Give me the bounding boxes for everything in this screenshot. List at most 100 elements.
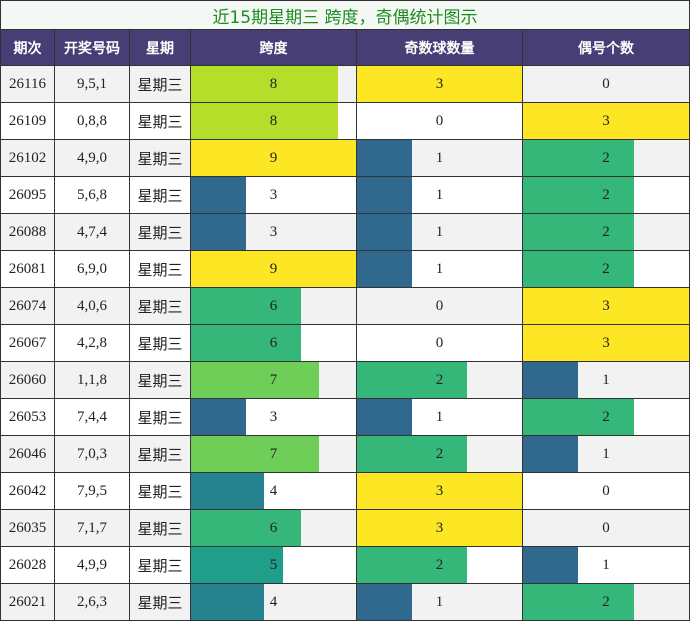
cell: 26035 bbox=[0, 510, 55, 547]
cell: 3 bbox=[523, 325, 690, 362]
bar bbox=[357, 584, 412, 620]
cell-text: 4 bbox=[269, 482, 278, 499]
cell-text: 6 bbox=[269, 297, 278, 314]
cell-text: 4,9,0 bbox=[77, 149, 107, 166]
cell: 7,0,3 bbox=[55, 436, 130, 473]
cell: 0,8,8 bbox=[55, 103, 130, 140]
bar bbox=[191, 288, 301, 324]
cell: 4,0,6 bbox=[55, 288, 130, 325]
cell-text: 26035 bbox=[8, 519, 47, 536]
cell: 星期三 bbox=[130, 251, 191, 288]
cell-text: 1 bbox=[602, 445, 610, 462]
cell-text: 0 bbox=[602, 482, 610, 499]
cell-text: 26116 bbox=[9, 75, 46, 92]
cell: 2 bbox=[357, 547, 523, 584]
cell: 星期三 bbox=[130, 362, 191, 399]
bar bbox=[523, 288, 689, 324]
cell-text: 26046 bbox=[8, 445, 47, 462]
bar bbox=[523, 251, 634, 287]
cell-text: 26053 bbox=[8, 408, 47, 425]
cell-text: 6,9,0 bbox=[77, 260, 107, 277]
cell-text: 7,9,5 bbox=[77, 482, 107, 499]
cell: 2 bbox=[523, 251, 690, 288]
cell: 2 bbox=[523, 214, 690, 251]
cell-text: 0 bbox=[602, 519, 610, 536]
cell: 1 bbox=[357, 214, 523, 251]
cell-text: 5 bbox=[269, 556, 278, 573]
cell: 26060 bbox=[0, 362, 55, 399]
cell: 26021 bbox=[0, 584, 55, 621]
cell: 26067 bbox=[0, 325, 55, 362]
bar bbox=[191, 251, 356, 287]
cell: 26088 bbox=[0, 214, 55, 251]
cell: 26028 bbox=[0, 547, 55, 584]
cell: 2 bbox=[357, 436, 523, 473]
cell-text: 26074 bbox=[8, 297, 47, 314]
cell-text: 2 bbox=[602, 408, 610, 425]
bar bbox=[523, 177, 634, 213]
cell: 26053 bbox=[0, 399, 55, 436]
cell-text: 9,5,1 bbox=[77, 75, 107, 92]
cell: 0 bbox=[357, 103, 523, 140]
cell-text: 1 bbox=[602, 371, 610, 388]
cell: 4 bbox=[191, 473, 357, 510]
cell-text: 0 bbox=[435, 112, 444, 129]
cell-text: 0 bbox=[435, 297, 444, 314]
cell: 1 bbox=[357, 140, 523, 177]
cell: 26102 bbox=[0, 140, 55, 177]
cell: 1 bbox=[357, 251, 523, 288]
cell: 7 bbox=[191, 362, 357, 399]
cell-text: 6 bbox=[269, 519, 278, 536]
bar bbox=[191, 399, 246, 435]
cell-text: 4,2,8 bbox=[77, 334, 107, 351]
cell: 26095 bbox=[0, 177, 55, 214]
cell: 星期三 bbox=[130, 66, 191, 103]
cell-text: 2 bbox=[602, 149, 610, 166]
cell: 26046 bbox=[0, 436, 55, 473]
cell-text: 1 bbox=[435, 260, 444, 277]
cell: 4 bbox=[191, 584, 357, 621]
cell: 3 bbox=[523, 103, 690, 140]
bar bbox=[357, 547, 467, 583]
cell-text: 26021 bbox=[8, 593, 47, 610]
bar bbox=[191, 140, 356, 176]
cell: 1,1,8 bbox=[55, 362, 130, 399]
column-header: 偶号个数 bbox=[523, 30, 690, 66]
cell-text: 3 bbox=[269, 186, 278, 203]
cell: 4,9,0 bbox=[55, 140, 130, 177]
cell-text: 3 bbox=[435, 482, 444, 499]
cell-text: 26088 bbox=[8, 223, 47, 240]
cell-text: 3 bbox=[435, 519, 444, 536]
cell-text: 3 bbox=[602, 334, 610, 351]
cell-text: 26081 bbox=[8, 260, 47, 277]
cell: 星期三 bbox=[130, 214, 191, 251]
cell-text: 1,1,8 bbox=[77, 371, 107, 388]
cell: 3 bbox=[191, 399, 357, 436]
cell-text: 3 bbox=[435, 75, 444, 92]
cell: 0 bbox=[357, 288, 523, 325]
cell-text: 3 bbox=[269, 408, 278, 425]
bar bbox=[191, 214, 246, 250]
cell-text: 3 bbox=[602, 112, 610, 129]
cell-text: 8 bbox=[269, 112, 278, 129]
cell: 星期三 bbox=[130, 399, 191, 436]
cell-text: 星期三 bbox=[137, 371, 183, 390]
bar bbox=[191, 103, 338, 139]
cell-text: 星期三 bbox=[137, 223, 183, 242]
cell-text: 26042 bbox=[8, 482, 47, 499]
cell-text: 6 bbox=[269, 334, 278, 351]
bar bbox=[357, 473, 522, 509]
cell: 2 bbox=[523, 140, 690, 177]
cell: 26074 bbox=[0, 288, 55, 325]
cell-text: 2 bbox=[435, 371, 444, 388]
cell: 7,1,7 bbox=[55, 510, 130, 547]
cell-text: 2 bbox=[435, 556, 444, 573]
cell-text: 5,6,8 bbox=[77, 186, 107, 203]
cell-text: 26109 bbox=[8, 112, 47, 129]
cell: 7,9,5 bbox=[55, 473, 130, 510]
cell-text: 4 bbox=[269, 593, 278, 610]
bar bbox=[191, 584, 265, 620]
cell: 4,7,4 bbox=[55, 214, 130, 251]
bar bbox=[191, 177, 246, 213]
